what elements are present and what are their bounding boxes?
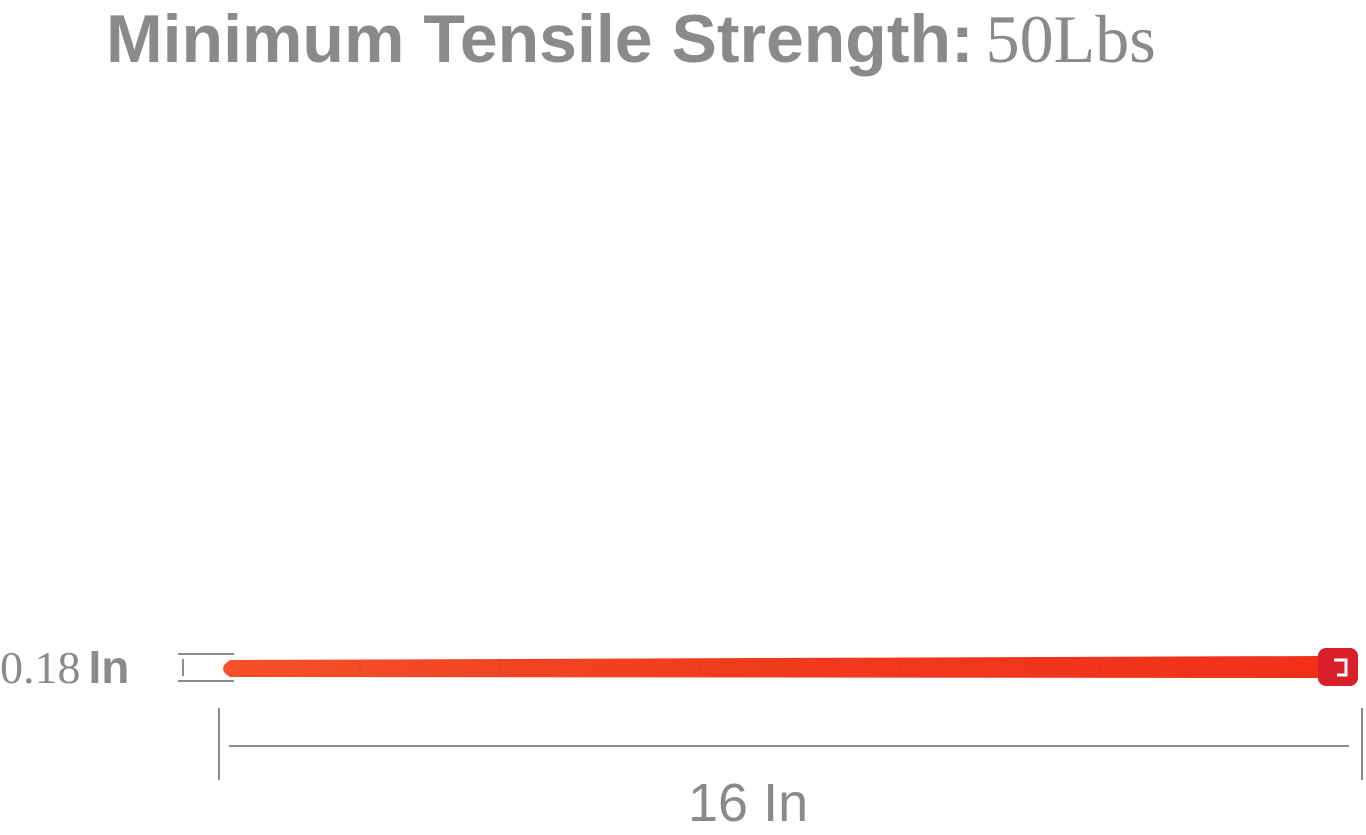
strap-ridges bbox=[359, 658, 1101, 677]
width-dimension-label: 0.18 In bbox=[0, 640, 129, 694]
width-bracket bbox=[178, 653, 234, 682]
title-value: 50Lbs bbox=[985, 1, 1156, 77]
length-dimension-label: 16 In bbox=[688, 773, 809, 833]
tensile-strength-title: Minimum Tensile Strength: 50Lbs bbox=[106, 0, 1156, 79]
title-label: Minimum Tensile Strength: bbox=[106, 1, 974, 77]
width-unit: In bbox=[88, 641, 130, 693]
length-dimension-lines bbox=[218, 708, 1363, 780]
cable-tie-head bbox=[1318, 648, 1358, 686]
cable-tie-strap bbox=[223, 656, 1322, 678]
tie-head-slot bbox=[1334, 658, 1348, 677]
width-number: 0.18 bbox=[0, 642, 81, 693]
